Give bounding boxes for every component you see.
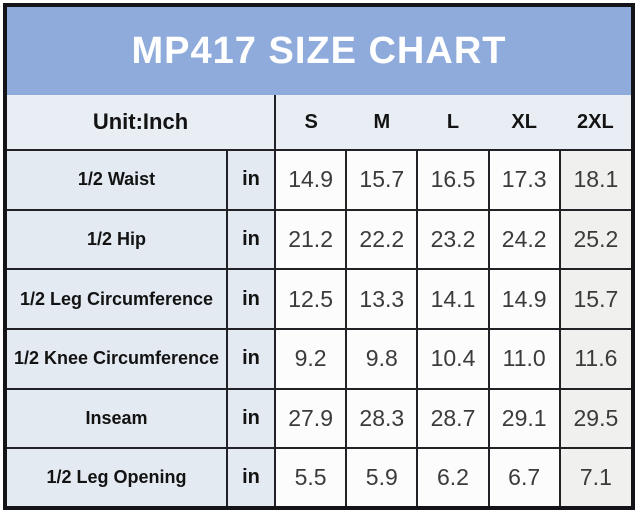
row-label: 1/2 Waist [7,149,228,211]
value-cell: 24.2 [487,208,561,271]
value-cell: 11.0 [487,328,561,390]
value-cell: 5.9 [345,447,419,506]
value-cell: 9.8 [345,328,419,390]
unit-cell: in [225,328,277,390]
unit-cell: in [225,208,277,271]
value-cell: 10.4 [416,328,490,390]
row-label: Inseam [7,387,228,450]
column-header-2xl: 2XL [559,95,631,151]
value-cell: 22.2 [345,208,419,271]
value-cell: 6.7 [487,447,561,506]
unit-cell: in [225,387,277,450]
value-cell: 16.5 [416,149,490,211]
table-row-leg-opening: 1/2 Leg Opening in 5.5 5.9 6.2 6.7 7.1 [7,447,631,506]
value-cell: 15.7 [558,268,631,331]
value-cell: 12.5 [274,268,348,331]
page-title: MP417 SIZE CHART [131,29,507,72]
value-cell: 29.5 [558,387,631,450]
value-cell: 18.1 [558,149,631,211]
value-cell: 25.2 [558,208,631,271]
size-chart-frame: MP417 SIZE CHART Unit:Inch S M L XL 2XL … [3,3,635,510]
row-label: 1/2 Knee Circumference [7,328,228,390]
value-cell: 13.3 [345,268,419,331]
value-cell: 23.2 [416,208,490,271]
value-cell: 5.5 [274,447,348,506]
value-cell: 15.7 [345,149,419,211]
value-cell: 11.6 [558,328,631,390]
column-header-s: S [275,95,347,151]
column-header-m: M [346,95,418,151]
column-header-xl: XL [488,95,560,151]
value-cell: 14.9 [274,149,348,211]
row-label: 1/2 Hip [7,208,228,271]
unit-cell: in [225,447,277,506]
value-cell: 21.2 [274,208,348,271]
column-header-l: L [417,95,489,151]
row-label: 1/2 Leg Opening [7,447,228,506]
value-cell: 6.2 [416,447,490,506]
value-cell: 29.1 [487,387,561,450]
unit-header-cell: Unit:Inch [7,95,277,151]
value-cell: 28.3 [345,387,419,450]
row-label: 1/2 Leg Circumference [7,268,228,331]
value-cell: 14.1 [416,268,490,331]
value-cell: 28.7 [416,387,490,450]
unit-cell: in [225,149,277,211]
size-table: Unit:Inch S M L XL 2XL 1/2 Waist in 14.9… [7,95,631,506]
value-cell: 17.3 [487,149,561,211]
unit-cell: in [225,268,277,331]
table-row-leg-circumference: 1/2 Leg Circumference in 12.5 13.3 14.1 … [7,268,631,331]
table-row-knee-circumference: 1/2 Knee Circumference in 9.2 9.8 10.4 1… [7,328,631,390]
chart-title-bar: MP417 SIZE CHART [7,7,631,95]
value-cell: 7.1 [558,447,631,506]
value-cell: 27.9 [274,387,348,450]
table-row-waist: 1/2 Waist in 14.9 15.7 16.5 17.3 18.1 [7,149,631,211]
table-row-inseam: Inseam in 27.9 28.3 28.7 29.1 29.5 [7,387,631,450]
value-cell: 9.2 [274,328,348,390]
table-header-row: Unit:Inch S M L XL 2XL [7,95,631,151]
table-row-hip: 1/2 Hip in 21.2 22.2 23.2 24.2 25.2 [7,208,631,271]
value-cell: 14.9 [487,268,561,331]
